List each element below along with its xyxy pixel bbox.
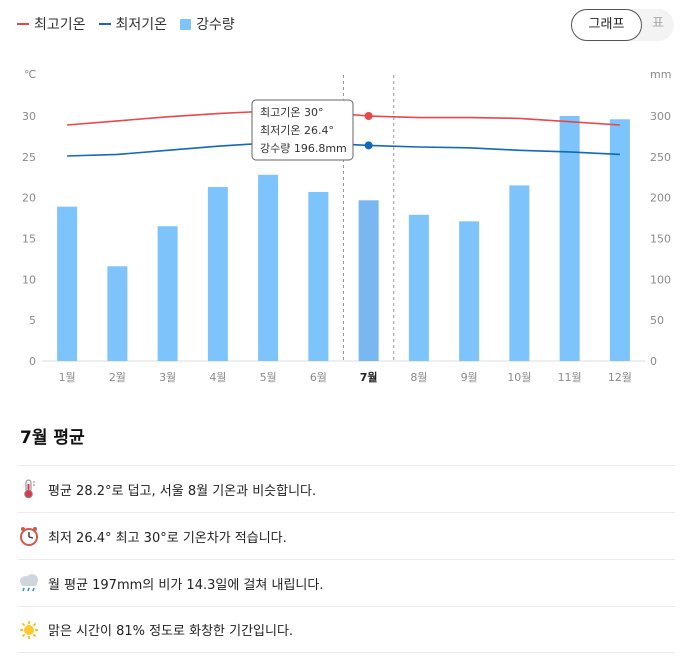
rain-cloud-icon: [18, 572, 40, 594]
right-tick-label: 0: [650, 355, 657, 368]
left-tick-label: 30: [22, 110, 36, 123]
month-label: 5월: [260, 371, 277, 384]
rain-bar: [408, 214, 429, 361]
month-label: 4월: [209, 371, 226, 384]
legend-item-rain: 강수량: [180, 14, 235, 34]
tooltip-line: 최고기온 30°: [260, 106, 323, 119]
chart-legend: 최고기온 최저기온 강수량: [17, 14, 235, 34]
summary-text-sunshine: 맑은 시간이 81% 정도로 화창한 기간입니다.: [48, 624, 294, 639]
left-tick-label: 25: [22, 151, 36, 164]
legend-swatch-max: [17, 23, 29, 25]
month-label: 8월: [410, 371, 427, 384]
sun-icon: [18, 619, 40, 641]
thermometer-icon: [18, 478, 40, 500]
right-tick-label: 200: [650, 192, 671, 205]
table-view-button[interactable]: 표: [652, 16, 664, 31]
summary-list: 평균 28.2°로 덥고, 서울 8월 기온과 비슷합니다. 최저 26.4° …: [18, 465, 675, 653]
legend-label-min: 최저기온: [115, 17, 168, 33]
rain-bar: [609, 119, 630, 361]
month-label: 12월: [608, 371, 632, 384]
legend-swatch-min: [98, 23, 111, 25]
rain-bar: [258, 174, 279, 361]
max-temp-point: [364, 112, 373, 120]
summary-item-range: 최저 26.4° 최고 30°로 기온차가 적습니다.: [18, 512, 675, 559]
left-tick-label: 10: [22, 273, 36, 286]
left-tick-label: 0: [29, 355, 36, 368]
rain-bar: [157, 226, 178, 361]
rain-bar: [358, 200, 379, 361]
month-label: 3월: [159, 371, 176, 384]
legend-label-max: 최고기온: [34, 17, 86, 33]
tooltip-line: 최저기온 26.4°: [260, 124, 334, 137]
rain-bar: [107, 266, 128, 361]
graph-view-button[interactable]: 그래프: [571, 9, 642, 41]
rain-bar: [308, 191, 329, 361]
rain-bar: [207, 187, 228, 361]
month-label: 11월: [558, 371, 582, 384]
tooltip-line: 강수량 196.8mm: [260, 142, 347, 155]
legend-item-min: 최저기온: [98, 14, 168, 34]
min-temp-point: [364, 141, 373, 150]
month-label: 7월: [360, 370, 378, 384]
left-axis-unit: ℃: [24, 68, 36, 81]
right-tick-label: 150: [650, 233, 671, 246]
summary-item-rain: 월 평균 197mm의 비가 14.3일에 걸쳐 내립니다.: [18, 559, 675, 606]
right-tick-label: 100: [650, 273, 671, 286]
rain-bar: [459, 221, 480, 361]
right-tick-label: 50: [650, 314, 664, 327]
month-label: 1월: [59, 371, 76, 384]
rain-bar: [57, 206, 78, 361]
summary-item-temperature: 평균 28.2°로 덥고, 서울 8월 기온과 비슷합니다.: [18, 465, 675, 512]
summary-item-sunshine: 맑은 시간이 81% 정도로 화창한 기간입니다.: [18, 606, 675, 653]
month-label: 10월: [507, 371, 531, 384]
rain-bar: [559, 116, 580, 361]
right-tick-label: 250: [650, 151, 671, 164]
summary-text-temperature: 평균 28.2°로 덥고, 서울 8월 기온과 비슷합니다.: [48, 483, 317, 499]
summary-title: 7월 평균: [20, 428, 85, 448]
left-tick-label: 20: [22, 192, 36, 205]
legend-swatch-rain: [180, 18, 192, 30]
legend-label-rain: 강수량: [196, 17, 235, 33]
legend-item-max: 최고기온: [17, 14, 86, 34]
clock-icon: [18, 525, 40, 547]
tooltip-box: [251, 99, 354, 161]
left-tick-label: 15: [22, 233, 36, 246]
view-toggle: 그래프 표: [571, 9, 674, 41]
month-label: 9월: [461, 371, 478, 384]
right-axis-unit: mm: [650, 68, 671, 81]
month-label: 2월: [109, 371, 126, 384]
rain-bar: [509, 185, 530, 361]
right-tick-label: 300: [650, 110, 671, 123]
summary-text-rain: 월 평균 197mm의 비가 14.3일에 걸쳐 내립니다.: [48, 577, 324, 593]
summary-text-range: 최저 26.4° 최고 30°로 기온차가 적습니다.: [48, 530, 287, 546]
left-tick-label: 5: [29, 314, 36, 327]
month-label: 6월: [310, 371, 327, 384]
